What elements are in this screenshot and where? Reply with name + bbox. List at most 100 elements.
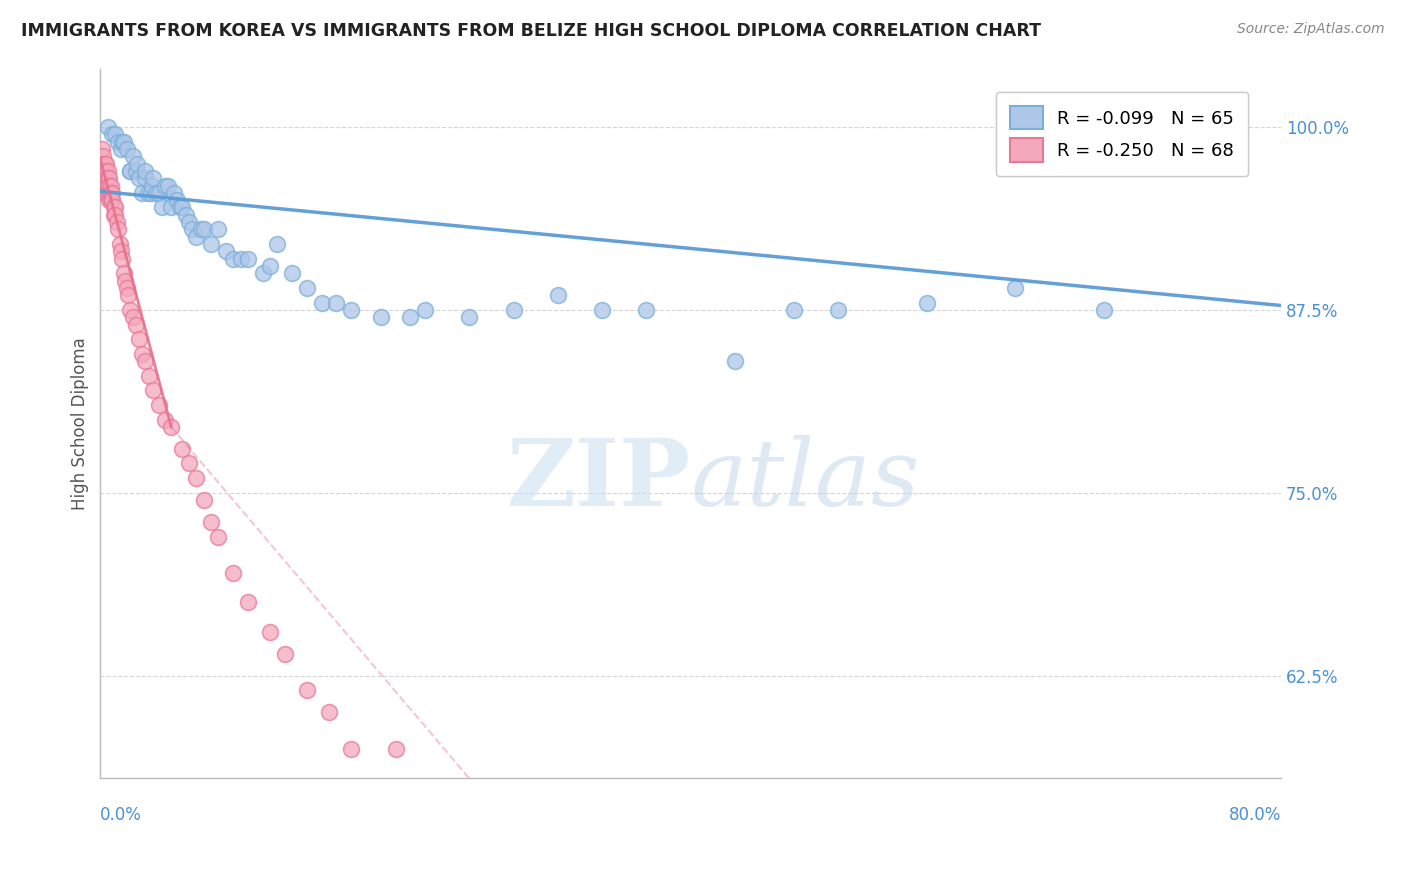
Point: [94, 178, 117, 193]
Point: [96, 186, 118, 200]
Point: [117, 288, 139, 302]
Point: [96, 178, 118, 193]
Point: [96, 156, 118, 170]
Point: [111, 135, 134, 149]
Point: [134, 171, 156, 186]
Point: [141, 178, 163, 193]
Point: [101, 128, 124, 142]
Point: [193, 222, 215, 236]
Point: [295, 281, 318, 295]
Point: [112, 135, 135, 149]
Point: [318, 705, 340, 719]
Point: [340, 741, 363, 756]
Point: [98, 193, 121, 207]
Point: [100, 193, 122, 207]
Text: Source: ZipAtlas.com: Source: ZipAtlas.com: [1237, 22, 1385, 37]
Point: [134, 354, 156, 368]
Point: [252, 266, 274, 280]
Point: [94, 164, 117, 178]
Point: [163, 186, 186, 200]
Point: [148, 398, 170, 412]
Point: [399, 310, 422, 325]
Point: [229, 252, 252, 266]
Point: [110, 244, 132, 259]
Point: [193, 493, 215, 508]
Point: [94, 186, 117, 200]
Point: [222, 566, 245, 581]
Point: [157, 178, 180, 193]
Point: [142, 171, 165, 186]
Point: [915, 295, 938, 310]
Point: [128, 171, 150, 186]
Point: [127, 156, 149, 170]
Point: [155, 178, 177, 193]
Point: [97, 171, 120, 186]
Text: ZIP: ZIP: [506, 435, 690, 525]
Point: [101, 186, 124, 200]
Point: [121, 310, 143, 325]
Point: [1092, 302, 1115, 317]
Text: atlas: atlas: [690, 435, 920, 525]
Point: [90, 142, 112, 156]
Point: [107, 135, 129, 149]
Point: [200, 515, 222, 529]
Point: [128, 332, 150, 346]
Point: [413, 302, 436, 317]
Point: [1004, 281, 1026, 295]
Point: [100, 178, 122, 193]
Point: [118, 164, 141, 178]
Point: [98, 186, 121, 200]
Point: [91, 149, 114, 163]
Point: [103, 208, 125, 222]
Point: [100, 186, 122, 200]
Point: [97, 164, 120, 178]
Point: [207, 530, 229, 544]
Point: [104, 208, 127, 222]
Point: [177, 215, 200, 229]
Point: [502, 302, 524, 317]
Point: [98, 171, 121, 186]
Text: 80.0%: 80.0%: [1229, 806, 1281, 824]
Point: [114, 274, 136, 288]
Point: [118, 302, 141, 317]
Point: [98, 178, 121, 193]
Point: [148, 186, 170, 200]
Point: [104, 201, 127, 215]
Point: [115, 142, 138, 156]
Point: [115, 281, 138, 295]
Point: [170, 201, 193, 215]
Y-axis label: High School Diploma: High School Diploma: [72, 337, 89, 509]
Point: [90, 164, 112, 178]
Point: [274, 647, 297, 661]
Point: [155, 412, 177, 426]
Point: [166, 193, 188, 207]
Point: [103, 201, 125, 215]
Point: [110, 142, 132, 156]
Point: [94, 156, 117, 170]
Point: [266, 237, 288, 252]
Point: [101, 193, 124, 207]
Point: [281, 266, 304, 280]
Point: [96, 164, 118, 178]
Point: [207, 222, 229, 236]
Point: [169, 201, 191, 215]
Text: IMMIGRANTS FROM KOREA VS IMMIGRANTS FROM BELIZE HIGH SCHOOL DIPLOMA CORRELATION : IMMIGRANTS FROM KOREA VS IMMIGRANTS FROM…: [21, 22, 1040, 40]
Point: [97, 186, 120, 200]
Point: [107, 222, 129, 236]
Point: [236, 252, 259, 266]
Legend: R = -0.099   N = 65, R = -0.250   N = 68: R = -0.099 N = 65, R = -0.250 N = 68: [995, 92, 1249, 176]
Point: [458, 310, 481, 325]
Point: [370, 310, 392, 325]
Point: [121, 149, 143, 163]
Point: [97, 120, 120, 134]
Point: [134, 164, 156, 178]
Text: 0.0%: 0.0%: [100, 806, 142, 824]
Point: [295, 683, 318, 698]
Point: [139, 186, 162, 200]
Point: [91, 164, 114, 178]
Point: [174, 208, 197, 222]
Point: [138, 368, 160, 383]
Point: [724, 354, 747, 368]
Point: [236, 595, 259, 609]
Point: [90, 156, 112, 170]
